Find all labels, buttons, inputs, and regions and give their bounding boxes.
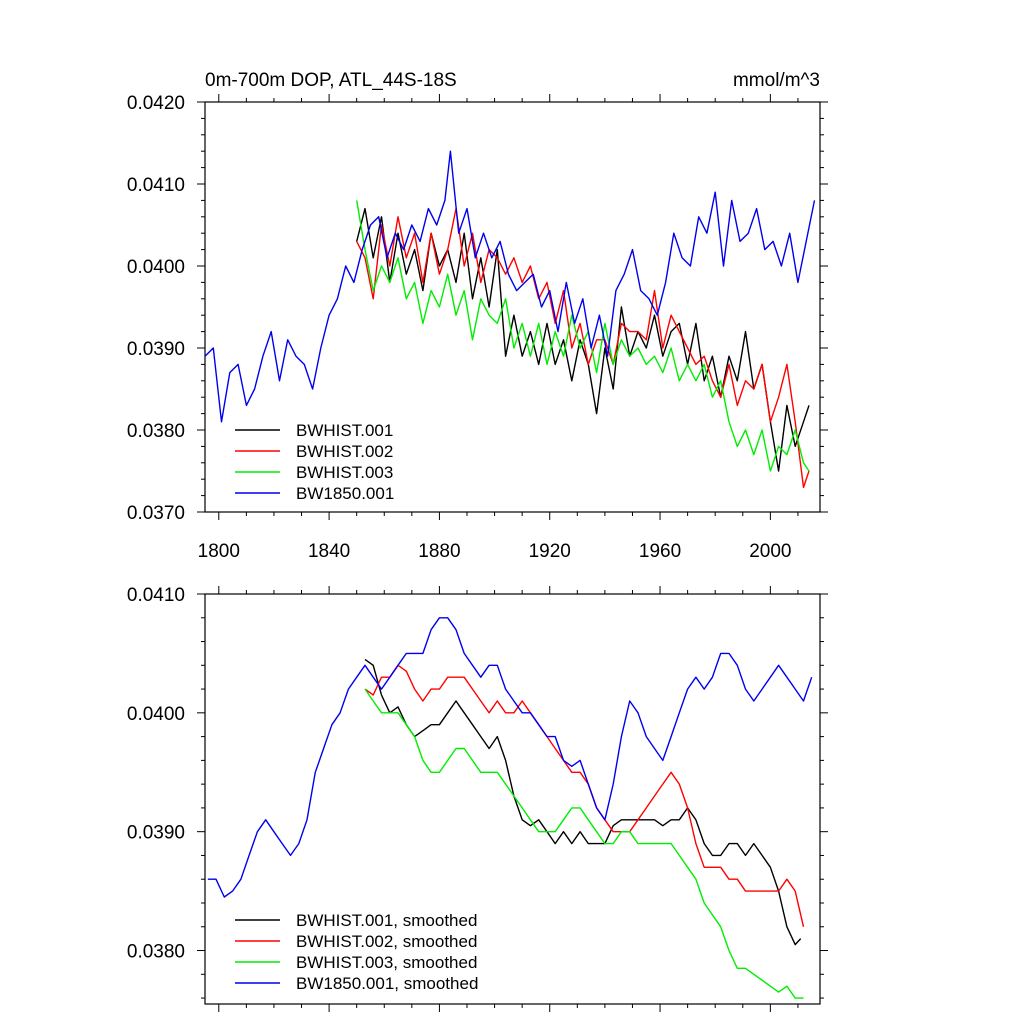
series-line xyxy=(204,150,816,423)
legend-label: BWHIST.002, smoothed xyxy=(296,932,477,951)
y-tick-label: 0.0400 xyxy=(127,257,185,278)
top-panel: 0m-700m DOP, ATL_44S-18S mmol/m^3 1800 18… xyxy=(127,70,828,562)
series-line xyxy=(364,664,805,927)
legend-label: BWHIST.001, smoothed xyxy=(296,911,477,930)
y-tick-label: 0.0390 xyxy=(127,339,185,360)
series-line xyxy=(364,658,802,946)
bottom-panel: 0.0380 0.0390 0.0400 0.0410 BWHIST.001, smoo… xyxy=(127,585,828,1012)
x-tick-label: 1840 xyxy=(308,541,350,562)
plot-frame xyxy=(204,101,821,513)
x-tick-label: 2000 xyxy=(749,541,791,562)
y-tick-label: 0.0400 xyxy=(127,704,185,725)
legend-label: BWHIST.001 xyxy=(296,421,393,440)
x-tick-label: 1920 xyxy=(529,541,571,562)
legend-label: BWHIST.003, smoothed xyxy=(296,953,477,972)
x-tick-label: 1880 xyxy=(418,541,460,562)
y-tick-label: 0.0370 xyxy=(127,503,185,524)
series-line xyxy=(356,200,810,472)
x-tick-label: 1960 xyxy=(639,541,681,562)
units-label: mmol/m^3 xyxy=(733,70,820,91)
chart-title: 0m-700m DOP, ATL_44S-18S xyxy=(205,70,457,91)
legend-label: BW1850.001 xyxy=(296,484,394,503)
y-tick-label: 0.0380 xyxy=(127,942,185,963)
series-line xyxy=(207,617,813,898)
plot-frame xyxy=(204,593,821,1005)
x-tick-label: 1800 xyxy=(198,541,240,562)
legend-label: BW1850.001, smoothed xyxy=(296,974,478,993)
y-tick-label: 0.0380 xyxy=(127,421,185,442)
legend-label: BWHIST.002 xyxy=(296,442,393,461)
y-tick-label: 0.0420 xyxy=(127,93,185,114)
y-tick-label: 0.0410 xyxy=(127,585,185,606)
legend-label: BWHIST.003 xyxy=(296,463,393,482)
series-line xyxy=(356,207,810,489)
y-tick-label: 0.0410 xyxy=(127,175,185,196)
series-line xyxy=(364,688,804,999)
y-tick-label: 0.0390 xyxy=(127,823,185,844)
